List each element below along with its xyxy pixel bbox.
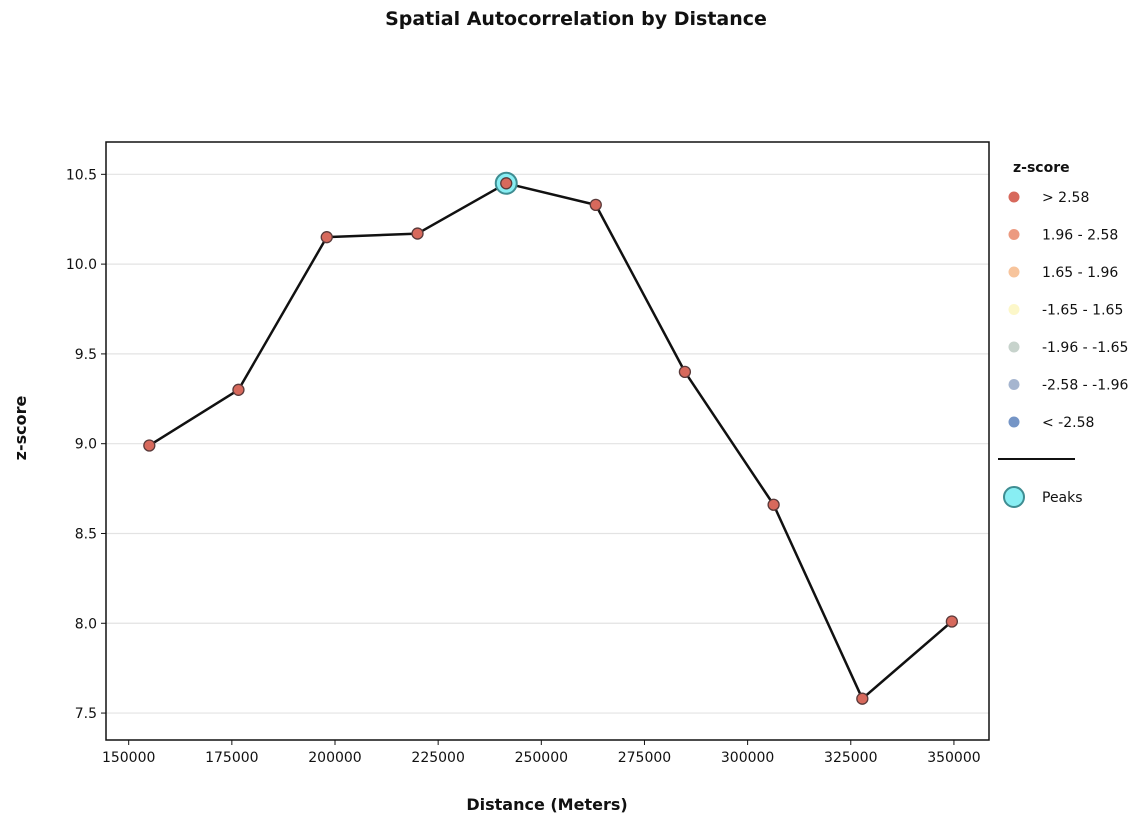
y-tick-label: 7.5	[75, 706, 97, 722]
series-line	[148, 182, 953, 700]
series-layer	[143, 171, 959, 705]
y-tick-label: 10.0	[66, 257, 97, 273]
legend-marker	[1008, 416, 1020, 428]
x-tick-label: 175000	[205, 750, 258, 766]
x-tick-label: 150000	[102, 750, 155, 766]
legend-marker	[1008, 379, 1020, 390]
legend-label: < -2.58	[1042, 415, 1094, 431]
legend-label: > 2.58	[1042, 190, 1089, 206]
data-point	[945, 615, 959, 628]
data-point	[589, 198, 602, 212]
grid-layer	[106, 173, 989, 714]
y-axis-title: z-score	[11, 396, 30, 461]
legend-peaks-label: Peaks	[1042, 490, 1083, 506]
x-tick-label: 325000	[824, 750, 877, 766]
y-tick-label: 9.5	[75, 347, 97, 363]
legend-label: -1.96 - -1.65	[1042, 340, 1128, 356]
legend-marker	[1008, 191, 1020, 203]
legend-label: 1.65 - 1.96	[1042, 265, 1118, 281]
data-point	[500, 177, 513, 190]
data-point	[678, 365, 692, 379]
legend-title: z-score	[1013, 160, 1070, 176]
legend-label: -2.58 - -1.96	[1042, 378, 1128, 394]
plot-frame	[105, 141, 990, 741]
chart-title: Spatial Autocorrelation by Distance	[385, 8, 767, 30]
x-tick-label: 225000	[411, 750, 464, 766]
y-tick-label: 8.5	[75, 526, 97, 542]
data-point	[143, 439, 156, 452]
data-point	[411, 227, 424, 240]
legend-peaks-marker	[1003, 486, 1025, 508]
legend-marker	[1008, 304, 1020, 315]
data-point	[320, 231, 333, 244]
x-tick-label: 200000	[308, 750, 361, 766]
x-tick-label: 300000	[721, 750, 774, 766]
legend-marker	[1008, 341, 1020, 353]
x-tick-label: 250000	[515, 750, 568, 766]
y-tick-label: 9.0	[75, 437, 97, 453]
data-point	[856, 692, 869, 705]
legend: z-score > 2.58 1.96 - 2.58 1.65 - 1.96 -1.6…	[998, 160, 1128, 508]
x-tick-label: 350000	[927, 750, 980, 766]
x-tick-label: 275000	[618, 750, 671, 766]
data-point	[232, 383, 245, 396]
legend-marker	[1008, 229, 1020, 240]
legend-marker	[1008, 266, 1020, 278]
data-point	[767, 498, 780, 511]
y-tick-label: 8.0	[75, 616, 97, 632]
ticks-layer: 7.5 8.0 8.5 9.0 9.5 10.0 10.5 150000 175000 20000…	[66, 167, 981, 766]
legend-label: 1.96 - 2.58	[1042, 228, 1118, 244]
y-tick-label: 10.5	[66, 167, 97, 183]
legend-label: -1.65 - 1.65	[1042, 303, 1123, 319]
x-axis-title: Distance (Meters)	[466, 795, 627, 814]
